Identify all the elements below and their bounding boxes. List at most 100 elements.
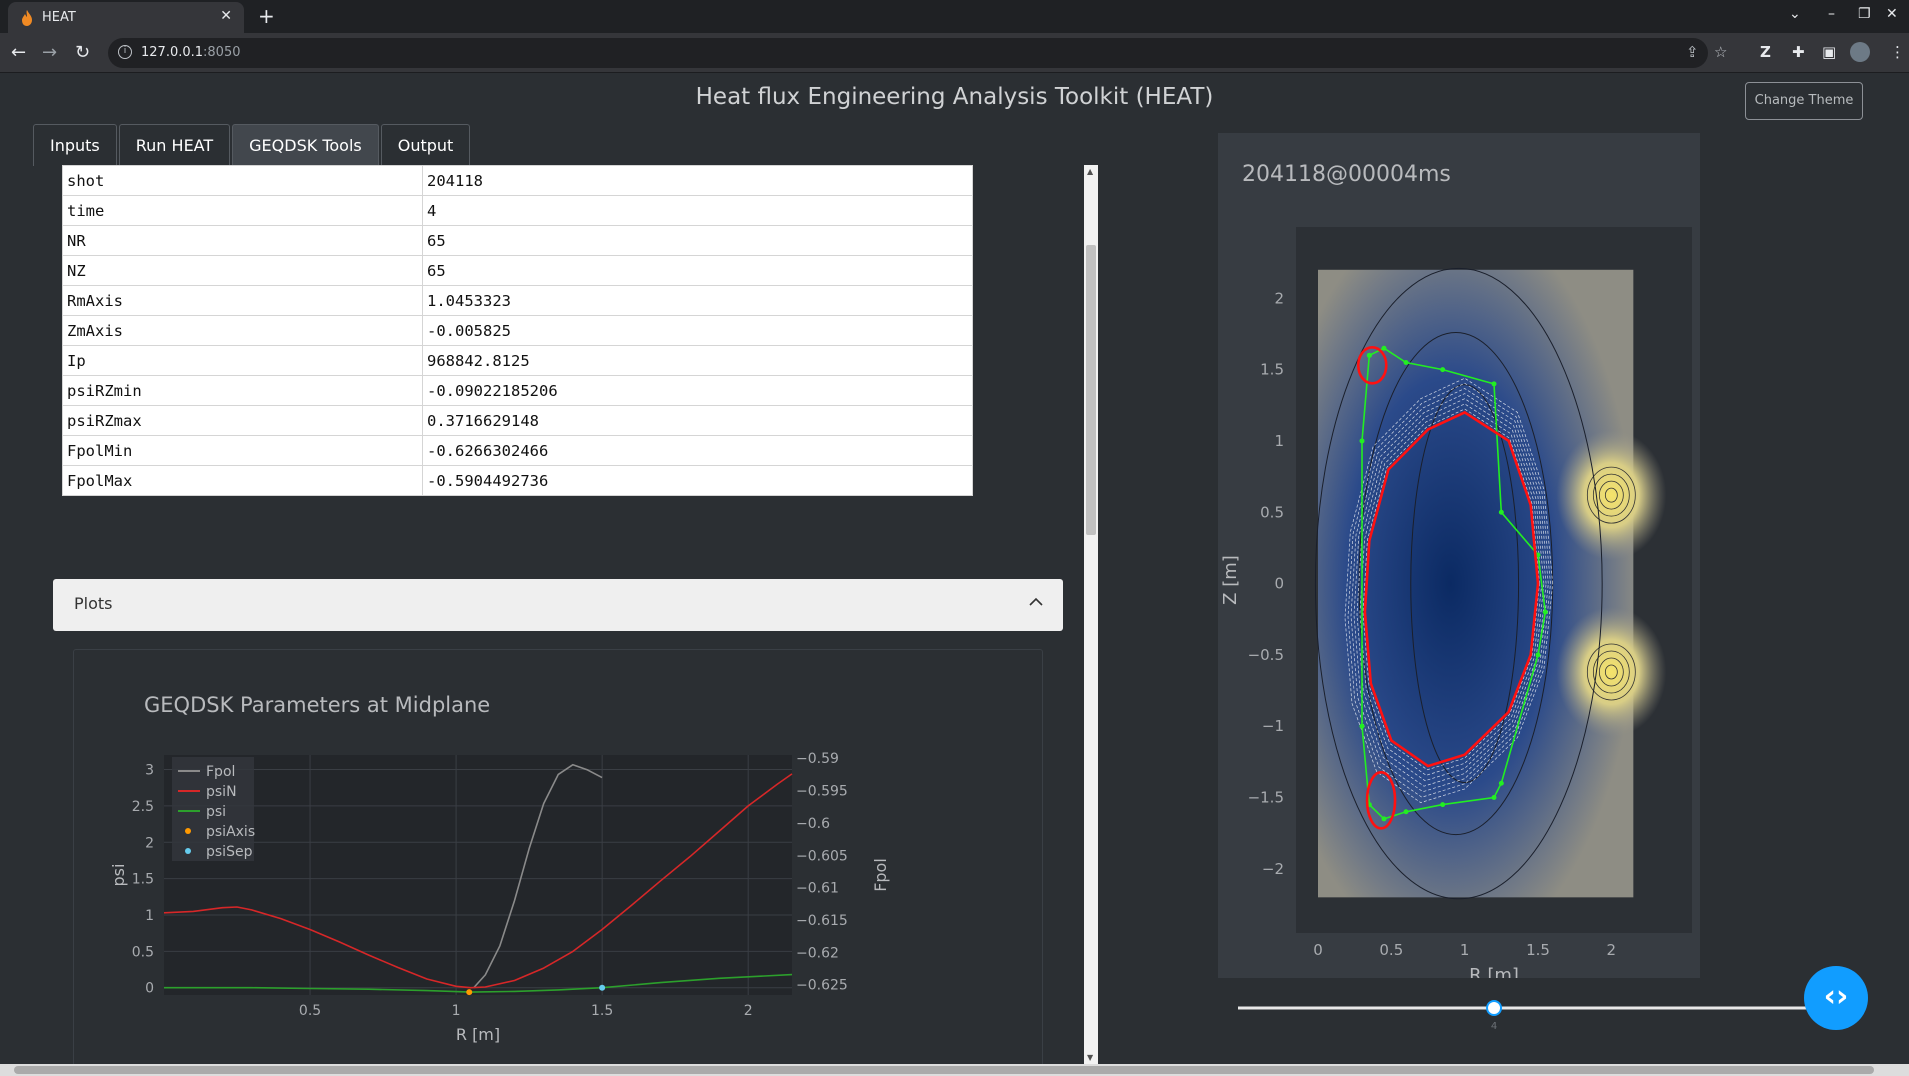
x-axis-label: R [m] [456,1025,500,1044]
wall-point[interactable] [1542,609,1548,615]
close-icon[interactable]: ✕ [220,8,232,24]
equilibrium-plot-card: 204118@00004ms 0 0.5 1 1.5 2 2 1.5 1 0.5 0 −0.5 −1 −1… [1218,133,1700,986]
scroll-down-icon[interactable]: ▼ [1087,1053,1094,1062]
wall-point[interactable] [1366,352,1372,358]
url-text[interactable]: 127.0.0.1:8050 [141,45,241,60]
flame-icon [22,10,32,26]
legend-label[interactable]: psiSep [206,844,253,860]
chevron-up-icon[interactable] [1029,595,1043,609]
panel-scrollbar[interactable]: ▲ ▼ [1084,165,1098,1064]
puzzle-icon[interactable]: ✚ [1792,43,1805,61]
sidebar-icon[interactable]: ▣ [1822,43,1837,61]
code-toggle-button[interactable]: ‹› [1804,966,1868,1030]
flux-contour [1314,267,1603,900]
sol-field-line [1350,388,1549,793]
flux-contour [1586,643,1636,701]
scrollbar-thumb[interactable] [1086,245,1096,535]
wall-point[interactable] [1440,802,1446,808]
midplane-chart[interactable]: GEQDSK Parameters at Midplane 0.5 1 1.5 2 0 0.… [74,650,1042,1064]
series-line-Fpol[interactable] [473,763,603,989]
y-tick-label: 2 [145,835,154,851]
y-tick-label: 1.5 [1260,361,1284,379]
close-window-icon[interactable]: ✕ [1886,6,1898,22]
series-marker-psiAxis[interactable] [466,989,473,996]
separatrix[interactable] [1363,410,1540,768]
x-tick-label: 1 [1460,941,1470,959]
flux-heatmap[interactable] [1318,269,1634,898]
geqdsk-panel: shot 204118 time 4 NR 65 NZ 65 RmAxis 1.0453323 Zm… [33,165,1098,1064]
wall-point[interactable] [1403,809,1409,815]
bookmark-star-icon[interactable]: ☆ [1714,43,1728,61]
legend-swatch [185,848,191,854]
tab-run-heat[interactable]: Run HEAT [118,124,231,166]
slider-handle[interactable] [1486,1000,1503,1016]
y2-tick-label: −0.625 [796,978,848,994]
legend-label[interactable]: psiN [206,784,237,800]
reload-icon[interactable]: ↻ [75,42,91,63]
param-key: Ip [62,345,423,376]
legend-label[interactable]: psiAxis [206,824,255,840]
share-icon[interactable]: ⇪ [1686,43,1699,61]
x-tick-label: 2 [1607,941,1617,959]
wall-point[interactable] [1491,381,1497,387]
plots-accordion-header[interactable]: Plots [53,579,1063,631]
legend-label[interactable]: psi [206,804,226,820]
scroll-up-icon[interactable]: ▲ [1087,167,1094,176]
legend-label[interactable]: Fpol [206,764,235,780]
table-row: RmAxis 1.0453323 [62,285,973,316]
change-theme-button[interactable]: Change Theme [1745,82,1863,120]
y2-tick-label: −0.61 [796,881,839,897]
table-row: Ip 968842.8125 [62,345,973,376]
series-marker-psiSep[interactable] [599,984,606,991]
table-row: NR 65 [62,225,973,256]
timestep-slider[interactable]: 4 [1238,1000,1818,1032]
tab-geqdsk-tools[interactable]: GEQDSK Tools [232,124,379,166]
tab-inputs[interactable]: Inputs [33,124,117,166]
table-row: time 4 [62,195,973,226]
horizontal-scrollbar[interactable] [0,1064,1909,1076]
address-bar[interactable]: i 127.0.0.1:8050 ⇪ ☆ [108,38,1727,68]
wall-point[interactable] [1498,509,1504,515]
avatar[interactable] [1850,42,1870,62]
wall-point[interactable] [1381,816,1387,822]
equilibrium-chart[interactable]: 204118@00004ms 0 0.5 1 1.5 2 2 1.5 1 0.5 0 −0.5 −1 −1… [1218,133,1700,986]
series-line-psiN[interactable] [163,773,793,989]
browser-tab[interactable]: HEAT ✕ [8,2,244,33]
wall-point[interactable] [1359,438,1365,444]
y2-tick-label: −0.59 [796,751,839,767]
x-tick-label: 2 [744,1003,753,1019]
new-tab-icon[interactable]: + [258,4,275,28]
forward-icon[interactable]: → [42,42,58,63]
wall-point[interactable] [1498,780,1504,786]
flux-contour [1592,473,1630,517]
y2-axis-label: Fpol [871,858,890,892]
y-axis-label: Z [m] [1220,555,1241,605]
restore-icon[interactable]: ❐ [1858,6,1871,22]
back-icon[interactable]: ← [11,42,27,63]
wall-point[interactable] [1535,652,1541,658]
y-tick-label: 2 [1274,289,1284,307]
chevron-down-icon[interactable]: ⌄ [1789,6,1801,22]
y-tick-label: −2 [1262,860,1284,878]
wall-point[interactable] [1381,345,1387,351]
info-icon[interactable]: i [118,45,132,59]
extension-z-icon[interactable]: Z [1760,43,1771,61]
wall-point[interactable] [1440,367,1446,373]
series-line-psi[interactable] [164,973,793,993]
param-key: NZ [62,255,423,286]
sol-field-line [1353,393,1547,787]
y2-tick-label: −0.62 [796,945,839,961]
y-tick-label: 1 [1274,432,1284,450]
wall-point[interactable] [1403,359,1409,365]
param-key: ZmAxis [62,315,423,346]
flux-contour [1604,664,1618,680]
minimize-icon[interactable]: – [1828,6,1835,22]
menu-dots-icon[interactable]: ⋮ [1890,43,1905,61]
tab-output[interactable]: Output [380,124,471,166]
y-tick-label: −1 [1262,717,1284,735]
wall-point[interactable] [1491,795,1497,801]
chart-title: GEQDSK Parameters at Midplane [144,693,490,717]
scrollbar-thumb[interactable] [14,1066,1874,1074]
wall-point[interactable] [1359,723,1365,729]
param-key: time [62,195,423,226]
